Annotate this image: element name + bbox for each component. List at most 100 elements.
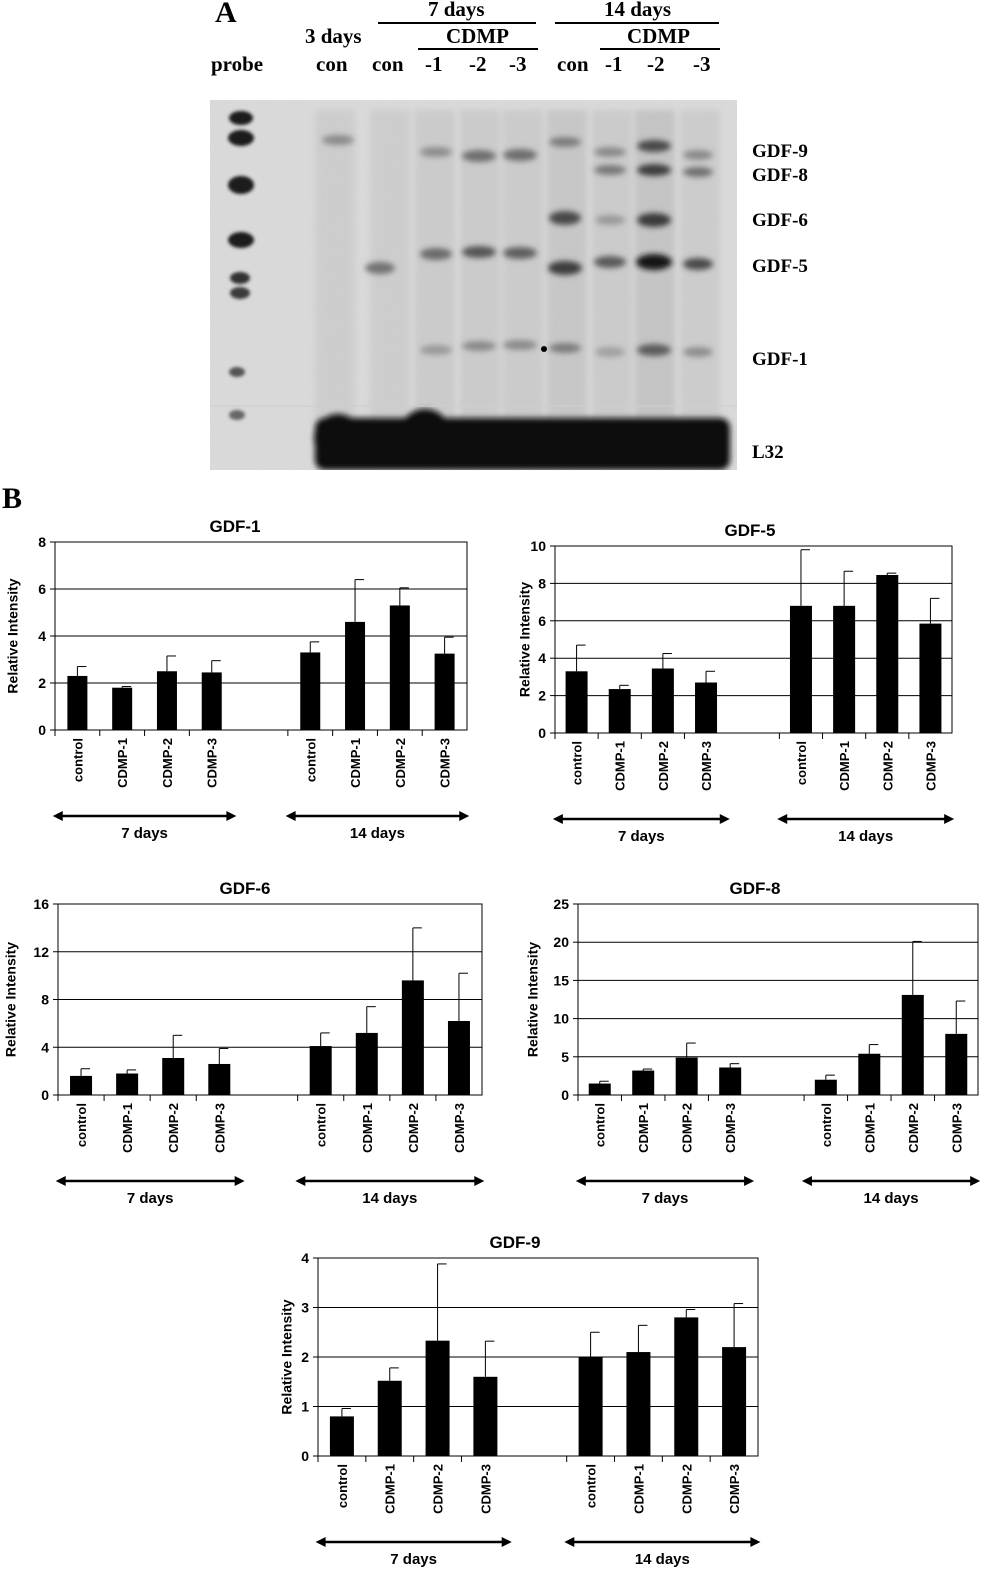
- group-arrow-left-head: [315, 1537, 326, 1547]
- header-3-days: 3 days: [305, 24, 362, 48]
- x-tick-label: CDMP-1: [115, 738, 130, 788]
- plot-frame: [317, 1257, 759, 1457]
- group-arrow-right-head: [750, 1537, 761, 1547]
- group-label: 14 days: [864, 1190, 919, 1207]
- x-tick-label: CDMP-3: [205, 738, 220, 788]
- bar: [112, 687, 133, 730]
- group-label: 14 days: [838, 828, 893, 845]
- x-tick-label: CDMP-3: [438, 738, 453, 788]
- group-label: 14 days: [635, 1551, 690, 1568]
- group-arrow-right-head: [719, 814, 730, 824]
- x-tick-label: CDMP-2: [166, 1103, 181, 1153]
- y-tick-label: 0: [38, 722, 46, 738]
- lane-label-14d-con: con: [557, 52, 589, 76]
- plot-frame: [554, 545, 953, 734]
- bar: [675, 1057, 698, 1095]
- y-tick-label: 20: [553, 934, 569, 950]
- x-tick-label: CDMP-3: [212, 1103, 227, 1153]
- gene-label-gdf1: GDF-1: [752, 349, 808, 370]
- plot-frame: [54, 541, 468, 731]
- group-arrow-left-head: [295, 1176, 306, 1186]
- x-tick-label: CDMP-1: [383, 1464, 398, 1514]
- y-tick-label: 15: [553, 972, 569, 988]
- bar: [345, 621, 366, 730]
- group-arrow-right-head: [501, 1537, 512, 1547]
- x-tick-label: CDMP-1: [636, 1103, 651, 1153]
- y-tick-label: 0: [561, 1087, 569, 1103]
- y-tick-label: 1: [301, 1399, 309, 1415]
- y-tick-label: 8: [38, 534, 46, 550]
- gene-label-gdf9: GDF-9: [752, 141, 808, 162]
- lane-label-7d-cdmp3: -3: [509, 52, 527, 76]
- bar: [377, 1380, 402, 1456]
- group-label: 7 days: [127, 1190, 174, 1207]
- gene-label-l32: L32: [752, 442, 784, 463]
- y-tick-label: 6: [538, 613, 546, 629]
- chart-gdf1: GDF-1 0 2 4 6 8 Relative Intensity control CDMP-…: [5, 517, 470, 842]
- bar: [608, 689, 631, 733]
- x-tick-label: CDMP-1: [631, 1464, 646, 1514]
- bar: [447, 1020, 470, 1095]
- bar: [208, 1063, 231, 1095]
- chart-gdf8: GDF-8 0 5 10 15 20 25 Relative Intensity control…: [525, 879, 981, 1207]
- x-tick-label: CDMP-1: [120, 1103, 135, 1153]
- group-arrow-left-head: [52, 811, 63, 821]
- bar: [858, 1053, 881, 1095]
- group-arrow-right-head: [474, 1176, 485, 1186]
- x-tick-label: control: [303, 738, 318, 782]
- lane-label-7d-cdmp2: -2: [469, 52, 487, 76]
- x-tick-label: CDMP-2: [431, 1464, 446, 1514]
- group-label: 7 days: [642, 1190, 689, 1207]
- y-tick-label: 12: [33, 944, 49, 960]
- header-cdmp-14-line: [600, 48, 720, 50]
- bar: [919, 623, 942, 733]
- group-arrow-right-head: [459, 811, 470, 821]
- y-tick-label: 0: [41, 1087, 49, 1103]
- y-tick-label: 2: [301, 1349, 309, 1365]
- group-arrow-left-head: [552, 814, 563, 824]
- bar: [626, 1352, 651, 1456]
- bar: [329, 1416, 354, 1456]
- lane-label-14d-cdmp2: -2: [647, 52, 665, 76]
- bar: [300, 652, 321, 730]
- header-7-days: 7 days: [428, 0, 485, 21]
- group-label: 14 days: [362, 1190, 417, 1207]
- y-tick-label: 8: [538, 575, 546, 591]
- gene-label-gdf6: GDF-6: [752, 210, 808, 231]
- y-axis-label: Relative Intensity: [5, 578, 21, 693]
- lane-label-3d-con: con: [316, 52, 348, 76]
- group-arrow-right-head: [234, 1176, 245, 1186]
- x-tick-label: CDMP-2: [656, 741, 671, 791]
- gene-label-gdf8: GDF-8: [752, 165, 808, 186]
- group-label: 7 days: [121, 825, 168, 842]
- bar: [156, 671, 177, 730]
- x-tick-label: CDMP-2: [393, 738, 408, 788]
- x-tick-label: CDMP-3: [723, 1103, 738, 1153]
- x-tick-label: CDMP-1: [837, 741, 852, 791]
- bar: [651, 668, 674, 733]
- bar: [162, 1057, 185, 1095]
- lane-label-14d-cdmp1: -1: [605, 52, 623, 76]
- y-tick-label: 6: [38, 581, 46, 597]
- lane-label-14d-cdmp3: -3: [693, 52, 711, 76]
- plot-frame: [57, 903, 483, 1096]
- bar: [70, 1075, 93, 1095]
- bar: [588, 1083, 611, 1095]
- bar: [719, 1067, 742, 1095]
- bar: [434, 653, 455, 730]
- x-tick-label: control: [314, 1103, 329, 1147]
- y-tick-label: 4: [301, 1250, 309, 1266]
- header-14-days: 14 days: [604, 0, 672, 21]
- chart-title: GDF-6: [220, 879, 271, 898]
- y-tick-label: 2: [538, 688, 546, 704]
- y-tick-label: 0: [538, 725, 546, 741]
- header-cdmp-7-line: [418, 48, 538, 50]
- bar: [425, 1340, 450, 1456]
- x-tick-label: control: [335, 1464, 350, 1508]
- y-tick-label: 16: [33, 896, 49, 912]
- bar: [401, 980, 424, 1095]
- y-axis-label: Relative Intensity: [525, 942, 541, 1057]
- x-tick-label: control: [593, 1103, 608, 1147]
- chart-title: GDF-9: [490, 1233, 541, 1252]
- y-axis-label: Relative Intensity: [517, 582, 533, 697]
